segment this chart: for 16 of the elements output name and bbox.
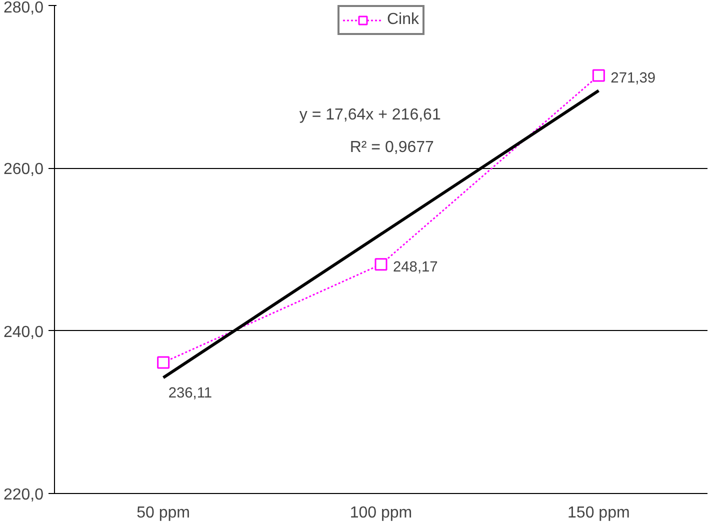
y-tick-label: 280,0 [3, 0, 44, 16]
x-tick-label: 150 ppm [568, 504, 630, 522]
data-label: 248,17 [393, 259, 438, 276]
data-label: 236,11 [168, 385, 212, 402]
y-tick-label: 260,0 [3, 161, 44, 178]
point [374, 258, 388, 271]
data-label: 271,39 [610, 70, 656, 87]
annotation: R² = 0,9677 [350, 138, 434, 156]
legend-label: Cink [386, 11, 420, 29]
point [592, 69, 605, 82]
x-tick-label: 50 ppm [136, 504, 190, 522]
annotation: y = 17,64x + 216,61 [299, 106, 441, 124]
y-tick-label: 240,0 [3, 324, 44, 341]
y-tick-label: 220,0 [3, 486, 44, 504]
point [157, 356, 170, 369]
x-tick-label: 100 ppm [350, 504, 412, 522]
